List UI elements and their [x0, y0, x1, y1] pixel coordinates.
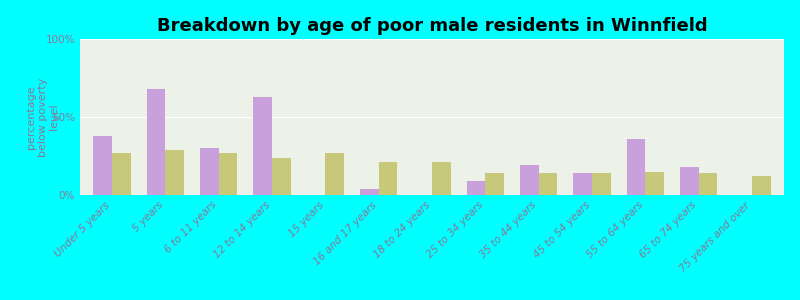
- Title: Breakdown by age of poor male residents in Winnfield: Breakdown by age of poor male residents …: [157, 17, 707, 35]
- Bar: [520, 165, 538, 195]
- Bar: [538, 173, 558, 195]
- Bar: [166, 150, 184, 195]
- Bar: [698, 173, 718, 195]
- Y-axis label: percentage
below poverty
level: percentage below poverty level: [26, 77, 59, 157]
- Bar: [646, 172, 664, 195]
- Bar: [360, 189, 378, 195]
- Bar: [752, 176, 770, 195]
- Bar: [200, 148, 218, 195]
- Bar: [378, 162, 398, 195]
- Bar: [574, 173, 592, 195]
- Bar: [254, 97, 272, 195]
- Bar: [326, 153, 344, 195]
- Bar: [146, 89, 166, 195]
- Bar: [486, 173, 504, 195]
- Bar: [626, 139, 646, 195]
- Bar: [432, 162, 450, 195]
- Bar: [592, 173, 610, 195]
- Bar: [466, 181, 486, 195]
- Bar: [112, 153, 130, 195]
- Bar: [94, 136, 112, 195]
- Bar: [680, 167, 698, 195]
- Bar: [272, 158, 290, 195]
- Bar: [218, 153, 238, 195]
